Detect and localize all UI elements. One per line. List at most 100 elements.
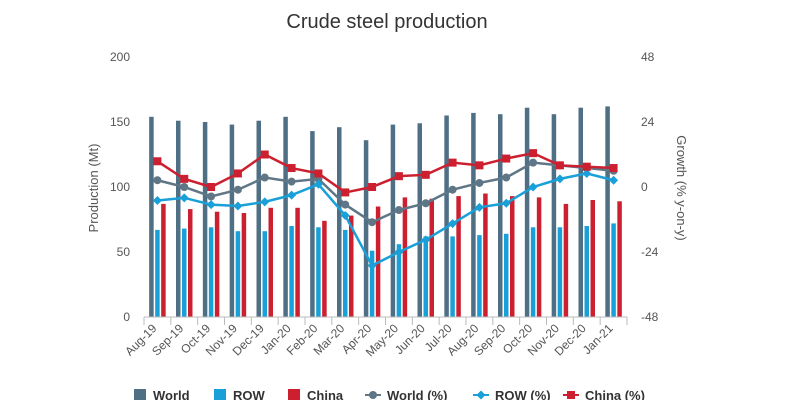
y-left-tick-label: 0	[123, 310, 130, 324]
y-right-tick-label: 0	[641, 180, 648, 194]
bar-china	[456, 196, 461, 317]
y-left-tick-label: 50	[117, 245, 131, 259]
bar-row	[343, 229, 348, 317]
bar-row	[369, 250, 375, 317]
bar-china	[188, 209, 193, 317]
point-china-pct	[582, 162, 591, 171]
point-china-pct	[421, 170, 430, 179]
point-row-pct	[448, 219, 458, 229]
plot-area	[149, 106, 622, 318]
point-row-pct	[555, 174, 565, 184]
point-china-pct	[260, 150, 269, 159]
bar-row	[262, 231, 267, 317]
bar-world	[390, 124, 396, 317]
point-world-pct	[475, 178, 484, 187]
bar-china	[429, 198, 434, 317]
x-tick-label: Jan-21	[580, 321, 616, 357]
point-row-pct	[582, 168, 592, 178]
point-row-pct	[340, 210, 350, 220]
legend-item-world[interactable]: World (%)	[365, 388, 447, 400]
y-left-tick-label: 100	[110, 180, 130, 194]
bar-row	[557, 227, 563, 317]
bar-row	[316, 227, 321, 317]
point-china-pct	[502, 154, 511, 163]
bar-china	[536, 197, 542, 317]
y-axis-left-title: Production (Mt)	[86, 144, 101, 233]
legend-item-china[interactable]: China (%)	[563, 388, 645, 400]
point-china-pct	[529, 149, 538, 158]
point-world-pct	[260, 173, 269, 182]
y-right-tick-label: -48	[641, 310, 659, 324]
y-left-tick-label: 200	[110, 50, 130, 64]
legend-label: World	[153, 388, 190, 400]
point-world-pct	[421, 199, 430, 208]
point-china-pct	[207, 183, 216, 191]
point-world-pct	[448, 185, 457, 194]
point-china-pct	[448, 158, 457, 167]
legend-marker	[567, 391, 575, 399]
point-china-pct	[394, 172, 403, 181]
bar-world	[337, 127, 342, 317]
point-row-pct	[179, 193, 189, 203]
point-row-pct	[394, 247, 404, 257]
bar-row	[450, 236, 455, 317]
bar-china	[349, 215, 354, 317]
point-china-pct	[233, 169, 242, 178]
bar-world	[256, 120, 261, 317]
bar-world	[417, 123, 422, 317]
bar-row	[504, 233, 509, 317]
bar-row	[208, 227, 214, 317]
point-row-pct	[609, 175, 619, 185]
bar-world	[310, 131, 315, 317]
point-china-pct	[341, 188, 350, 197]
bar-row	[530, 227, 536, 317]
bar-row	[235, 231, 241, 317]
point-world-pct	[529, 158, 538, 167]
bar-row	[182, 228, 187, 317]
line-china	[156, 151, 614, 194]
bar-world	[229, 124, 235, 317]
bar-world	[363, 140, 369, 317]
bar-china	[402, 197, 408, 317]
bar-china	[617, 201, 622, 317]
bar-china	[268, 207, 273, 317]
bar-row	[423, 236, 428, 317]
point-row-pct	[233, 201, 243, 211]
point-world-pct	[153, 176, 162, 185]
legend-swatch	[214, 389, 226, 400]
legend[interactable]: World ROW China World (%) ROW (%) China (%)	[134, 388, 645, 400]
point-world-pct	[180, 183, 189, 191]
point-china-pct	[287, 164, 296, 173]
point-row-pct	[501, 198, 511, 208]
y-left-tick-label: 150	[110, 115, 130, 129]
point-world-pct	[341, 200, 350, 209]
bar-row	[477, 235, 482, 317]
point-world-pct	[287, 177, 296, 186]
line-row	[157, 172, 614, 268]
bar-china	[295, 207, 300, 317]
legend-label: ROW	[233, 388, 266, 400]
bar-row	[584, 226, 589, 317]
bar-world	[283, 116, 288, 317]
point-china-pct	[314, 169, 323, 178]
bar-china	[590, 200, 595, 317]
bar-world	[578, 107, 583, 317]
bar-china	[241, 213, 247, 317]
bar-row	[396, 244, 402, 317]
legend-item-row[interactable]: ROW	[214, 388, 266, 400]
bar-world	[524, 107, 530, 317]
bar-world	[551, 114, 557, 317]
point-row-pct	[313, 179, 323, 189]
point-row-pct	[474, 202, 484, 212]
legend-item-china[interactable]: China	[288, 388, 344, 400]
point-china-pct	[153, 157, 162, 166]
point-world-pct	[394, 206, 403, 215]
bar-world	[444, 115, 449, 317]
point-row-pct	[421, 235, 431, 245]
point-row-pct	[260, 197, 270, 207]
point-world-pct	[502, 173, 511, 182]
point-china-pct	[555, 161, 564, 170]
legend-item-world[interactable]: World	[134, 388, 190, 400]
legend-item-row[interactable]: ROW (%)	[473, 388, 551, 400]
